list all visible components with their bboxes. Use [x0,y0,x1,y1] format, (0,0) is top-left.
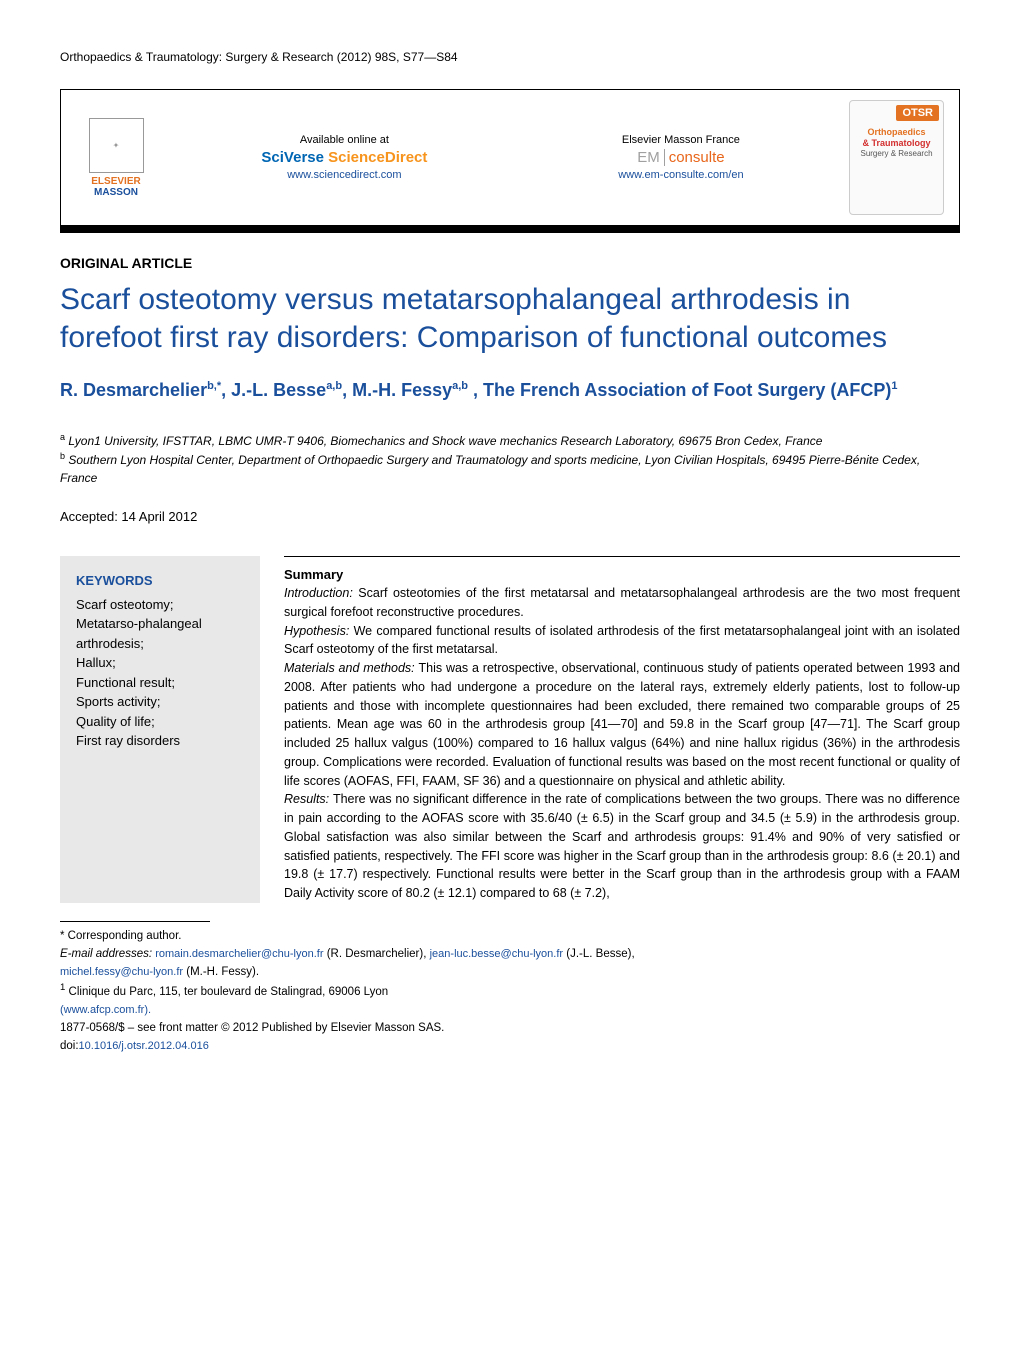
email-2[interactable]: jean-luc.besse@chu-lyon.fr [430,948,563,960]
available-online-label: Available online at [261,134,427,146]
elsevier-masson-logo: ✦ ELSEVIER MASSON [76,108,156,208]
sciverse-logo: SciVerse ScienceDirect [261,149,427,166]
emconsulte-logo: EMconsulte [618,149,743,166]
email-3[interactable]: michel.fessy@chu-lyon.fr [60,966,183,978]
email-1-who: (R. Desmarchelier), [324,948,430,960]
hypothesis-head: Hypothesis: [284,624,354,638]
accepted-date: Accepted: 14 April 2012 [60,509,960,524]
author-2-sup: a,b [326,380,342,392]
elsevier-masson-france-label: Elsevier Masson France [618,134,743,146]
fn1-text: Clinique du Parc, 115, ter boulevard de … [65,986,388,998]
summary-head: Summary [284,567,960,582]
email-3-who: (M.-H. Fessy). [183,966,259,978]
abstract-text: Introduction: Scarf osteotomies of the f… [284,584,960,903]
elsevier-label: ELSEVIER [91,176,140,187]
author-4: , The French Association of Foot Surgery… [468,380,891,400]
header-center: Available online at SciVerse ScienceDire… [166,134,839,181]
keywords-list: Scarf osteotomy; Metatarso-phalangeal ar… [76,595,244,751]
author-1: R. Desmarchelier [60,380,207,400]
email-line: E-mail addresses: romain.desmarchelier@c… [60,946,960,964]
running-head: Orthopaedics & Traumatology: Surgery & R… [60,50,960,64]
journal-trauma-label: & Traumatology [860,138,932,149]
journal-tag: OTSR [896,105,939,121]
doi-label: doi: [60,1040,79,1052]
masson-label: MASSON [94,187,138,198]
author-3-sup: a,b [452,380,468,392]
journal-cover-logo: OTSR Orthopaedics & Traumatology Surgery… [849,100,944,215]
article-title: Scarf osteotomy versus metatarsophalange… [60,281,960,356]
doi-value[interactable]: 10.1016/j.otsr.2012.04.016 [79,1040,209,1052]
sciverse-text: SciVerse [261,149,324,166]
fn1-url-text[interactable]: (www.afcp.com.fr). [60,1004,151,1016]
consulte-text: consulte [669,149,725,166]
author-3: , M.-H. Fessy [342,380,452,400]
aff-b-text: Southern Lyon Hospital Center, Departmen… [60,453,920,485]
intro-text: Scarf osteotomies of the first metatarsa… [284,586,960,619]
journal-header-box: ✦ ELSEVIER MASSON Available online at Sc… [60,89,960,226]
sciencedirect-url[interactable]: www.sciencedirect.com [261,169,427,181]
author-1-sup: b,* [207,380,221,392]
sciencedirect-word: ScienceDirect [328,149,427,166]
affiliation-a: a Lyon1 University, IFSTTAR, LBMC UMR-T … [60,431,960,450]
keywords-box: KEYWORDS Scarf osteotomy; Metatarso-phal… [60,556,260,903]
intro-head: Introduction: [284,586,358,600]
keywords-head: KEYWORDS [76,571,244,591]
journal-title-box: Orthopaedics & Traumatology Surgery & Re… [860,127,932,158]
aff-a-text: Lyon1 University, IFSTTAR, LBMC UMR-T 94… [65,434,822,448]
author-2: , J.-L. Besse [221,380,326,400]
em-text: EM [637,149,665,166]
corresponding-author: * Corresponding author. [60,928,960,946]
affiliations: a Lyon1 University, IFSTTAR, LBMC UMR-T … [60,431,960,487]
doi-line: doi:10.1016/j.otsr.2012.04.016 [60,1038,960,1056]
footnote-rule [60,921,210,922]
footnote-1-url: (www.afcp.com.fr). [60,1002,960,1020]
emconsulte-block: Elsevier Masson France EMconsulte www.em… [618,134,743,181]
results-head: Results: [284,792,333,806]
abstract-wrap: KEYWORDS Scarf osteotomy; Metatarso-phal… [60,556,960,903]
hypothesis-text: We compared functional results of isolat… [284,624,960,657]
methods-head: Materials and methods: [284,661,419,675]
journal-amp: & [862,138,869,148]
journal-sub-label: Surgery & Research [860,149,932,159]
methods-text: This was a retrospective, observational,… [284,661,960,788]
copyright-line: 1877-0568/$ – see front matter © 2012 Pu… [60,1020,960,1038]
journal-trauma-word: Traumatology [872,138,931,148]
elsevier-tree-icon: ✦ [89,118,144,173]
footnote-1: 1 Clinique du Parc, 115, ter boulevard d… [60,981,960,1002]
authors-line: R. Desmarchelierb,*, J.-L. Bessea,b, M.-… [60,378,960,403]
sciencedirect-block: Available online at SciVerse ScienceDire… [261,134,427,181]
abstract-column: Summary Introduction: Scarf osteotomies … [260,556,960,903]
results-text: There was no significant difference in t… [284,792,960,900]
abstract-top-rule [284,556,960,557]
emconsulte-url[interactable]: www.em-consulte.com/en [618,169,743,181]
email-label: E-mail addresses: [60,948,155,960]
journal-ortho-label: Orthopaedics [860,127,932,138]
email-2-who: (J.-L. Besse), [563,948,635,960]
email-1[interactable]: romain.desmarchelier@chu-lyon.fr [155,948,323,960]
email-line-2: michel.fessy@chu-lyon.fr (M.-H. Fessy). [60,964,960,982]
author-4-sup: 1 [891,380,897,392]
article-type: ORIGINAL ARTICLE [60,255,960,271]
affiliation-b: b Southern Lyon Hospital Center, Departm… [60,450,960,487]
footnotes: * Corresponding author. E-mail addresses… [60,921,960,1056]
header-black-bar [60,225,960,233]
